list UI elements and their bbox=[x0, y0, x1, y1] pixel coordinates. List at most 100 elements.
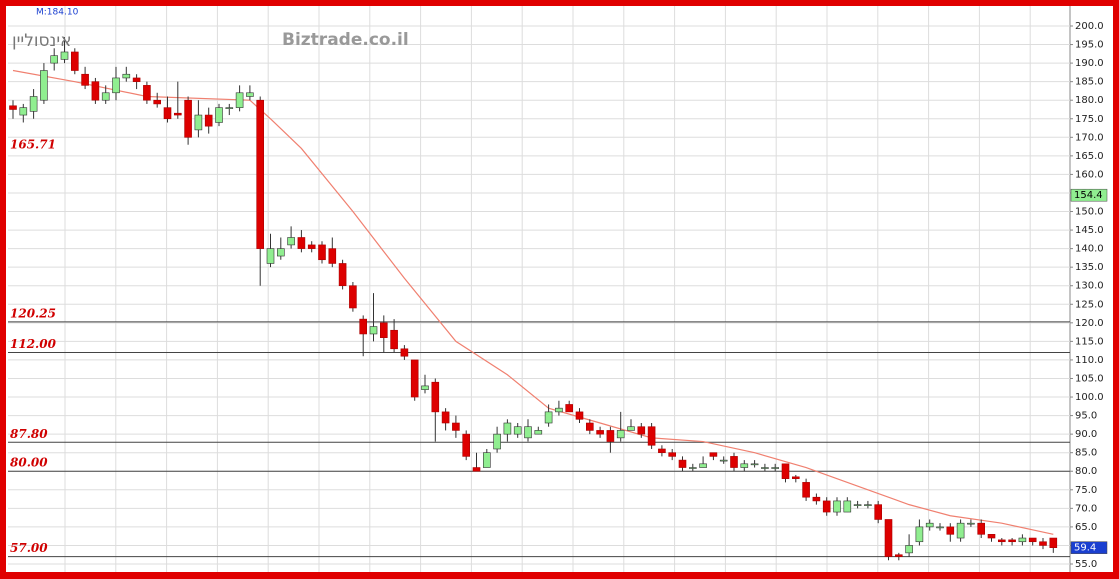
candle-body bbox=[318, 244, 326, 261]
candle-body bbox=[555, 407, 563, 413]
candle-body bbox=[101, 92, 110, 101]
watermark: Biztrade.co.il bbox=[282, 30, 409, 50]
candle-body bbox=[297, 237, 306, 249]
candle-body bbox=[194, 114, 203, 131]
y-tick-label: 90.0 bbox=[1075, 429, 1097, 440]
candle-body bbox=[215, 107, 223, 123]
candle-body bbox=[204, 114, 213, 127]
candle-body bbox=[668, 452, 677, 457]
candle-body bbox=[40, 70, 48, 101]
candle-body bbox=[493, 433, 501, 450]
candle-body bbox=[153, 99, 161, 105]
candle-body bbox=[1008, 539, 1016, 543]
y-tick-label: 180.0 bbox=[1075, 95, 1104, 106]
y-tick-label: 130.0 bbox=[1075, 281, 1104, 292]
candle-body bbox=[884, 519, 893, 557]
y-tick-label: 175.0 bbox=[1075, 114, 1104, 125]
candle-body bbox=[235, 92, 244, 108]
candle-body bbox=[822, 500, 831, 513]
candle-body bbox=[977, 522, 986, 535]
candle-body bbox=[9, 105, 17, 110]
candle-body bbox=[678, 459, 687, 468]
chart-title: אינסוליין bbox=[12, 31, 72, 51]
candle-body bbox=[225, 107, 234, 109]
y-tick-label: 120.0 bbox=[1075, 318, 1104, 329]
candle-body bbox=[472, 467, 481, 472]
candle-body bbox=[730, 456, 738, 468]
candle-body bbox=[791, 476, 800, 479]
price-marker bbox=[1070, 188, 1108, 202]
candle-body bbox=[328, 248, 337, 264]
y-tick-label: 65.0 bbox=[1075, 522, 1097, 533]
candle-body bbox=[616, 430, 625, 439]
y-tick-label: 190.0 bbox=[1075, 58, 1104, 69]
candle-body bbox=[781, 463, 790, 479]
level-label: 57.00 bbox=[10, 541, 48, 555]
y-tick-label: 105.0 bbox=[1075, 373, 1104, 384]
candle-body bbox=[307, 244, 316, 249]
level-label: 112.00 bbox=[10, 337, 57, 351]
candle-body bbox=[905, 545, 913, 554]
y-tick-label: 70.0 bbox=[1075, 503, 1097, 514]
y-tick-label: 185.0 bbox=[1075, 77, 1104, 88]
candle-body bbox=[19, 107, 28, 116]
candle-body bbox=[585, 422, 594, 431]
level-label: 120.25 bbox=[10, 306, 56, 320]
candle-body bbox=[276, 248, 285, 257]
candle-body bbox=[163, 107, 172, 120]
candle-body bbox=[874, 504, 883, 520]
candle-body bbox=[91, 81, 100, 101]
chart-background bbox=[6, 6, 1113, 572]
candle-body bbox=[1039, 541, 1047, 546]
candle-body bbox=[946, 526, 955, 535]
candle-body bbox=[699, 463, 707, 468]
candle-body bbox=[1049, 537, 1058, 548]
candle-body bbox=[369, 326, 378, 335]
candle-body bbox=[647, 426, 656, 446]
candle-body bbox=[534, 430, 543, 435]
candle-body bbox=[462, 433, 471, 457]
candle-body bbox=[750, 463, 759, 466]
candle-body bbox=[1018, 537, 1027, 543]
y-tick-label: 170.0 bbox=[1075, 132, 1104, 143]
candle-body bbox=[596, 430, 604, 435]
candle-body bbox=[987, 534, 996, 539]
price-marker-label: 154.4 bbox=[1074, 190, 1103, 201]
y-tick-label: 145.0 bbox=[1075, 225, 1104, 236]
candle-body bbox=[503, 422, 512, 435]
candle-body bbox=[60, 51, 69, 60]
candle-body bbox=[802, 482, 810, 498]
candle-body bbox=[71, 51, 79, 71]
candle-body bbox=[761, 467, 769, 469]
y-tick-label: 85.0 bbox=[1075, 448, 1097, 459]
y-tick-label: 135.0 bbox=[1075, 262, 1104, 273]
y-tick-label: 195.0 bbox=[1075, 40, 1104, 51]
y-tick-label: 110.0 bbox=[1075, 355, 1104, 366]
candle-body bbox=[853, 504, 862, 506]
candle-body bbox=[482, 452, 491, 468]
candle-body bbox=[441, 411, 450, 424]
candle-body bbox=[812, 496, 821, 502]
candle-body bbox=[637, 426, 646, 435]
candle-body bbox=[894, 554, 903, 557]
candle-body bbox=[740, 463, 749, 468]
y-tick-label: 140.0 bbox=[1075, 244, 1104, 255]
y-tick-label: 150.0 bbox=[1075, 207, 1104, 218]
candle-body bbox=[421, 385, 429, 390]
candle-body bbox=[379, 322, 388, 338]
candle-body bbox=[997, 539, 1006, 543]
candle-body bbox=[967, 522, 975, 525]
candle-body bbox=[349, 285, 357, 309]
y-tick-label: 115.0 bbox=[1075, 336, 1104, 347]
candle-body bbox=[925, 522, 934, 528]
candle-body bbox=[864, 504, 872, 506]
candle-body bbox=[915, 526, 924, 543]
candle-body bbox=[81, 73, 89, 86]
candle-body bbox=[709, 452, 718, 457]
candle-body bbox=[431, 381, 440, 413]
candle-body bbox=[266, 248, 275, 264]
candle-body bbox=[936, 526, 944, 529]
candle-body bbox=[513, 426, 522, 435]
candle-body bbox=[544, 411, 553, 424]
